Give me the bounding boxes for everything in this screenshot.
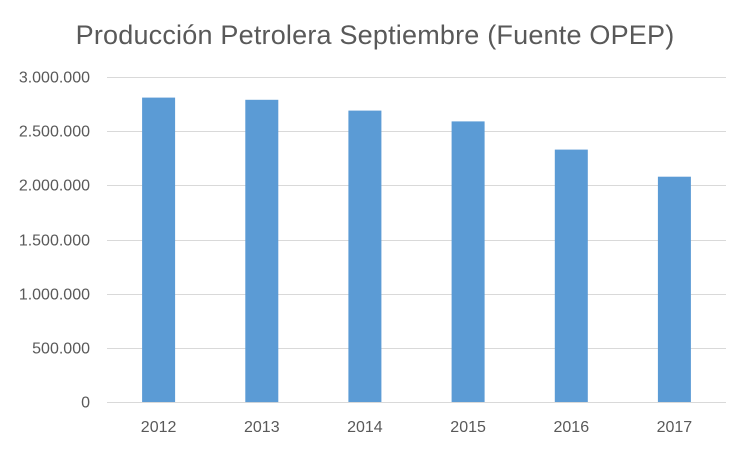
x-tick-label-2014: 2014 — [347, 419, 383, 436]
y-tick-label: 0 — [81, 395, 90, 412]
bars — [142, 97, 691, 403]
chart-title: Producción Petrolera Septiembre (Fuente … — [75, 20, 675, 50]
y-tick-label: 3.000.000 — [19, 70, 90, 87]
bar-2015 — [451, 121, 485, 403]
y-tick-label: 2.500.000 — [19, 124, 90, 141]
gridlines — [107, 77, 726, 403]
x-tick-label-2017: 2017 — [657, 419, 693, 436]
x-axis-tick-labels: 2012 2013 2014 2015 2016 2017 — [141, 419, 692, 436]
x-tick-label-2016: 2016 — [554, 419, 590, 436]
x-tick-label-2015: 2015 — [450, 419, 486, 436]
x-tick-label-2013: 2013 — [244, 419, 280, 436]
bar-2016 — [554, 149, 588, 402]
y-tick-label: 1.500.000 — [19, 233, 90, 250]
bar-2014 — [348, 110, 382, 402]
bar-2012 — [142, 97, 176, 402]
x-tick-label-2012: 2012 — [141, 419, 177, 436]
y-tick-label: 1.000.000 — [19, 287, 90, 304]
bar-2013 — [245, 99, 279, 403]
bar-2017 — [657, 176, 691, 402]
y-tick-label: 500.000 — [32, 341, 90, 358]
y-tick-label: 2.000.000 — [19, 178, 90, 195]
y-axis-tick-labels: 0 500.000 1.000.000 1.500.000 2.000.000 2.500… — [19, 70, 90, 412]
